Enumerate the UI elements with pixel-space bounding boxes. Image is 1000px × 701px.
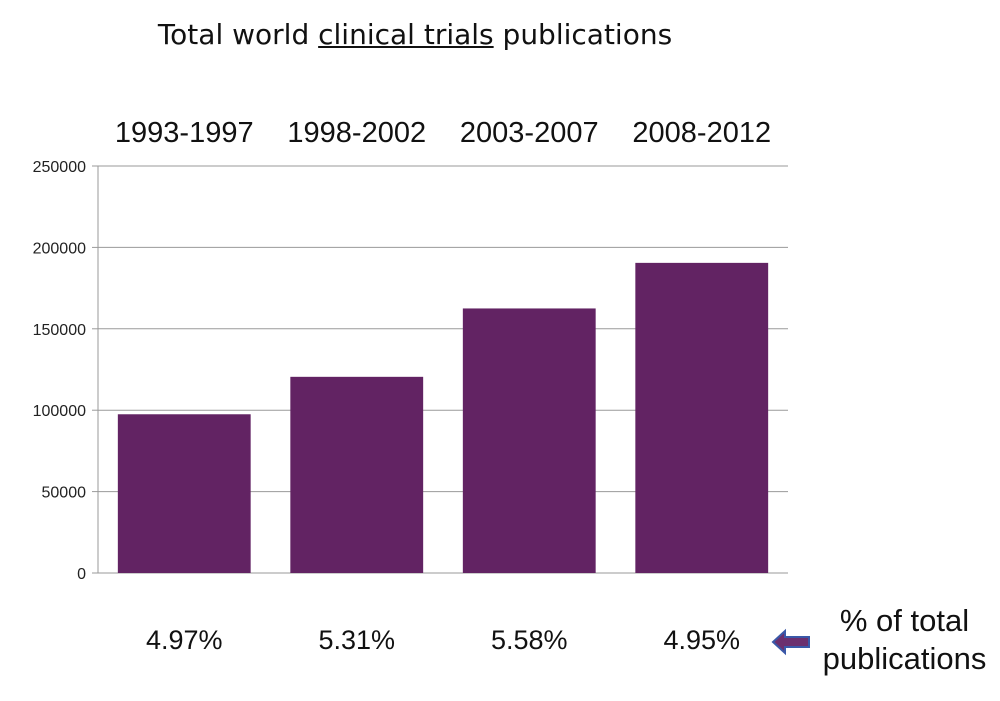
note-line-1: % of total — [839, 603, 970, 638]
y-tick-label: 50000 — [42, 485, 87, 502]
percent-label: 5.58% — [491, 625, 568, 655]
title-prefix: Total world — [157, 18, 319, 51]
y-tick-label: 100000 — [33, 403, 86, 420]
bar-2008-2012 — [635, 262, 769, 573]
bar-1998-2002 — [290, 376, 424, 573]
y-tick-label: 0 — [77, 566, 86, 583]
y-axis-ticks: 0 50000 100000 150000 200000 250000 — [33, 159, 86, 583]
note-line-2: publications — [822, 641, 987, 676]
category-label: 2008-2012 — [632, 117, 771, 149]
category-label: 2003-2007 — [460, 117, 599, 149]
percent-note: % of total publications — [812, 602, 997, 678]
percent-label: 5.31% — [318, 625, 395, 655]
y-tick-label: 200000 — [33, 240, 86, 257]
percent-label: 4.95% — [663, 625, 740, 655]
bars — [117, 262, 769, 573]
title-suffix: publications — [493, 18, 673, 51]
category-label: 1998-2002 — [287, 117, 426, 149]
percent-label: 4.97% — [146, 625, 223, 655]
bar-2003-2007 — [462, 308, 596, 573]
percent-labels: 4.97% 5.31% 5.58% 4.95% — [146, 625, 740, 655]
category-label: 1993-1997 — [115, 117, 254, 149]
chart-title: Total world clinical trials publications — [0, 18, 830, 51]
category-labels: 1993-1997 1998-2002 2003-2007 2008-2012 — [115, 117, 771, 149]
title-underlined: clinical trials — [318, 18, 494, 51]
bar-1993-1997 — [117, 414, 251, 573]
y-tick-label: 250000 — [33, 159, 86, 176]
y-tick-label: 150000 — [33, 322, 86, 339]
arrow-left-icon — [771, 628, 810, 656]
